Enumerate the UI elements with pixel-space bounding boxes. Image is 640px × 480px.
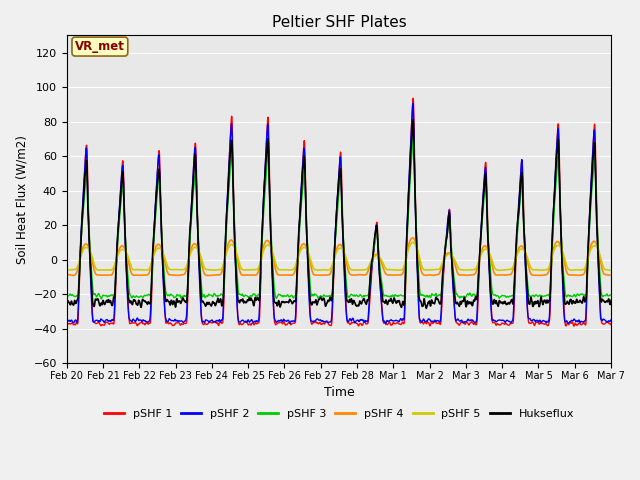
- Line: pSHF 2: pSHF 2: [67, 103, 611, 324]
- Hukseflux: [367, 272, 374, 278]
- pSHF 2: [355, 318, 362, 324]
- pSHF 5: [607, 267, 615, 273]
- Hukseflux: [410, 117, 417, 122]
- pSHF 3: [63, 293, 70, 299]
- Y-axis label: Soil Heat Flux (W/m2): Soil Heat Flux (W/m2): [15, 135, 28, 264]
- pSHF 5: [497, 267, 505, 273]
- pSHF 5: [367, 260, 374, 266]
- pSHF 5: [63, 267, 70, 273]
- pSHF 5: [409, 240, 417, 245]
- pSHF 2: [575, 318, 582, 324]
- Text: VR_met: VR_met: [75, 40, 125, 53]
- pSHF 3: [215, 293, 223, 299]
- pSHF 3: [559, 269, 567, 275]
- X-axis label: Time: Time: [324, 386, 355, 399]
- Line: Hukseflux: Hukseflux: [67, 120, 611, 308]
- pSHF 2: [367, 283, 374, 288]
- Hukseflux: [214, 299, 222, 304]
- Hukseflux: [497, 300, 505, 306]
- pSHF 3: [355, 293, 362, 299]
- pSHF 1: [575, 321, 582, 326]
- Title: Peltier SHF Plates: Peltier SHF Plates: [271, 15, 406, 30]
- pSHF 4: [355, 272, 362, 277]
- pSHF 4: [409, 235, 417, 240]
- Hukseflux: [607, 298, 615, 303]
- Line: pSHF 4: pSHF 4: [67, 238, 611, 276]
- pSHF 5: [355, 267, 362, 273]
- pSHF 3: [410, 134, 417, 140]
- Line: pSHF 3: pSHF 3: [67, 137, 611, 299]
- pSHF 2: [214, 318, 222, 324]
- Line: pSHF 1: pSHF 1: [67, 98, 611, 326]
- Hukseflux: [575, 299, 582, 304]
- pSHF 3: [367, 271, 374, 276]
- pSHF 4: [215, 272, 223, 278]
- pSHF 2: [559, 301, 567, 307]
- Hukseflux: [355, 303, 362, 309]
- pSHF 4: [367, 260, 374, 266]
- pSHF 2: [497, 318, 505, 324]
- Line: pSHF 5: pSHF 5: [67, 242, 611, 270]
- pSHF 1: [497, 321, 505, 327]
- Legend: pSHF 1, pSHF 2, pSHF 3, pSHF 4, pSHF 5, Hukseflux: pSHF 1, pSHF 2, pSHF 3, pSHF 4, pSHF 5, …: [99, 404, 579, 423]
- pSHF 3: [575, 292, 582, 298]
- pSHF 4: [63, 272, 70, 277]
- Hukseflux: [63, 300, 70, 306]
- pSHF 1: [410, 96, 417, 101]
- pSHF 1: [355, 323, 362, 329]
- pSHF 5: [559, 251, 567, 256]
- pSHF 3: [497, 293, 505, 299]
- pSHF 3: [97, 296, 105, 302]
- pSHF 2: [607, 317, 615, 323]
- pSHF 1: [214, 323, 222, 328]
- pSHF 2: [63, 317, 70, 323]
- pSHF 5: [214, 267, 222, 273]
- pSHF 4: [497, 272, 505, 278]
- pSHF 4: [559, 254, 567, 260]
- pSHF 5: [575, 267, 582, 273]
- pSHF 2: [382, 321, 390, 327]
- pSHF 1: [570, 323, 578, 329]
- Hukseflux: [422, 305, 430, 311]
- pSHF 1: [367, 288, 374, 294]
- pSHF 1: [63, 319, 70, 325]
- pSHF 4: [607, 272, 615, 278]
- pSHF 1: [559, 286, 567, 291]
- pSHF 4: [204, 273, 212, 278]
- pSHF 2: [409, 100, 417, 106]
- pSHF 4: [575, 273, 582, 278]
- pSHF 1: [607, 322, 615, 328]
- pSHF 3: [607, 292, 615, 298]
- Hukseflux: [559, 282, 567, 288]
